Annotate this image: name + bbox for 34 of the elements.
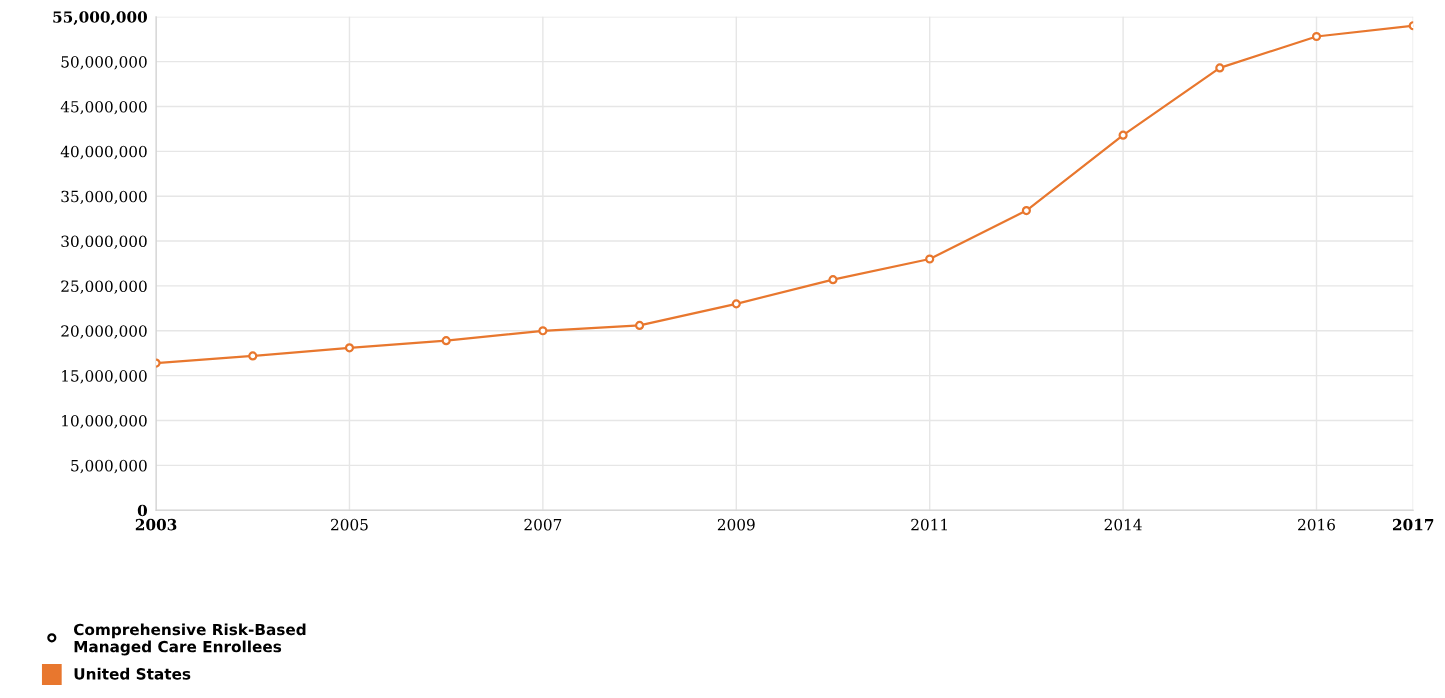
y-tick-label: 0: [137, 504, 148, 517]
point: [344, 343, 355, 353]
x-tick-label: 2009: [717, 518, 755, 531]
point: [538, 326, 548, 336]
y-tick-label: 35,000,000: [61, 190, 147, 205]
x-tick-label: 2005: [331, 518, 368, 531]
x-tick-label: 2003: [135, 518, 177, 531]
point: [925, 254, 935, 264]
y-tick-label: 40,000,000: [60, 145, 147, 160]
y-tick-label: 5,000,000: [71, 459, 147, 474]
y-tick-label: 25,000,000: [61, 280, 147, 294]
point: [635, 320, 645, 330]
x-tick-label: 2014: [1104, 518, 1142, 531]
point: [1215, 63, 1225, 73]
x-tick-label: 2007: [524, 518, 562, 531]
point: [1311, 31, 1322, 42]
y-tick-label: 50,000,000: [61, 56, 147, 70]
legend-title: Comprehensive Risk-Based Managed Care Enrollees: [73, 623, 306, 656]
legend-label: United States: [74, 667, 191, 680]
y-tick-label: 55,000,000: [53, 11, 148, 26]
y-tick-label: 30,000,000: [61, 235, 147, 249]
x-tick-label: 2017: [1392, 518, 1434, 531]
point: [828, 275, 838, 285]
point: [1021, 205, 1031, 216]
y-tick-label: 10,000,000: [62, 414, 147, 429]
y-tick-label: 20,000,000: [61, 325, 147, 339]
point: [441, 336, 451, 346]
x-tick-label: 2011: [911, 518, 947, 531]
point: [731, 299, 741, 309]
point: [1118, 130, 1128, 140]
point: [248, 351, 258, 361]
x-tick-label: 2016: [1298, 518, 1335, 531]
y-tick-label: 45,000,000: [60, 100, 147, 115]
y-tick-label: 15,000,000: [62, 370, 147, 384]
